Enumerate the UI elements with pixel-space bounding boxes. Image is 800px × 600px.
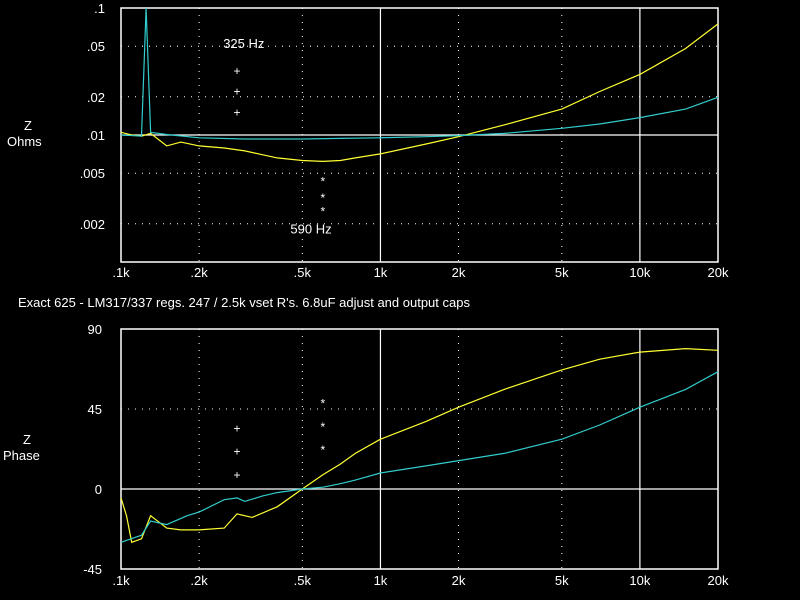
plus-marker: + xyxy=(234,445,241,459)
x-tick-label: .5k xyxy=(294,265,312,280)
y-tick-label: .005 xyxy=(80,166,105,181)
star-marker: * xyxy=(321,191,326,205)
star-marker: * xyxy=(321,443,326,457)
star-marker: * xyxy=(321,397,326,411)
x-tick-label: 20k xyxy=(708,265,729,280)
y-tick-label: .1 xyxy=(94,1,105,16)
y-tick-label: 0 xyxy=(95,482,102,497)
x-tick-label: .1k xyxy=(112,573,130,588)
y-axis-title: Phase xyxy=(3,448,40,463)
y-tick-label: .002 xyxy=(80,217,105,232)
plus-marker: + xyxy=(234,106,241,120)
x-tick-label: 1k xyxy=(374,573,388,588)
x-tick-label: .1k xyxy=(112,265,130,280)
plus-marker: + xyxy=(234,468,241,482)
y-tick-label: 45 xyxy=(88,402,102,417)
x-tick-label: 5k xyxy=(555,265,569,280)
star-marker: * xyxy=(321,204,326,218)
x-tick-label: 2k xyxy=(452,265,466,280)
plus-marker: + xyxy=(234,422,241,436)
plus-marker: + xyxy=(234,64,241,78)
y-axis-title: Ohms xyxy=(7,134,42,149)
series-line-yellow xyxy=(120,347,719,544)
y-tick-label: .02 xyxy=(87,90,105,105)
y-tick-label: -45 xyxy=(83,562,102,577)
star-marker: * xyxy=(321,175,326,189)
magnitude-panel: .1k .2k .5k 1k 2k 5k 10k 20k .1 .05 .02 .01 .005 .002… xyxy=(7,1,729,280)
x-tick-label: 5k xyxy=(555,573,569,588)
frequency-annotation: 325 Hz xyxy=(223,36,264,51)
series-line-yellow xyxy=(120,23,719,163)
x-tick-label: 20k xyxy=(708,573,729,588)
series-line-cyan xyxy=(120,371,719,543)
y-tick-label: .05 xyxy=(87,39,105,54)
plot-caption: Exact 625 - LM317/337 regs. 247 / 2.5k v… xyxy=(18,295,470,310)
x-tick-label: 10k xyxy=(629,265,650,280)
x-tick-label: .2k xyxy=(190,265,208,280)
y-axis-title: Z xyxy=(24,118,32,133)
x-tick-label: 1k xyxy=(374,265,388,280)
x-tick-label: 2k xyxy=(452,573,466,588)
series-line-cyan xyxy=(120,7,719,140)
x-tick-label: .5k xyxy=(294,573,312,588)
x-tick-label: .2k xyxy=(190,573,208,588)
plus-marker: + xyxy=(234,85,241,99)
y-tick-label: .01 xyxy=(87,128,105,143)
y-axis-title: Z xyxy=(23,432,31,447)
frequency-annotation: 590 Hz xyxy=(290,222,331,237)
plot-frame xyxy=(120,328,719,570)
y-tick-label: 90 xyxy=(88,322,102,337)
star-marker: * xyxy=(321,420,326,434)
x-tick-label: 10k xyxy=(629,573,650,588)
